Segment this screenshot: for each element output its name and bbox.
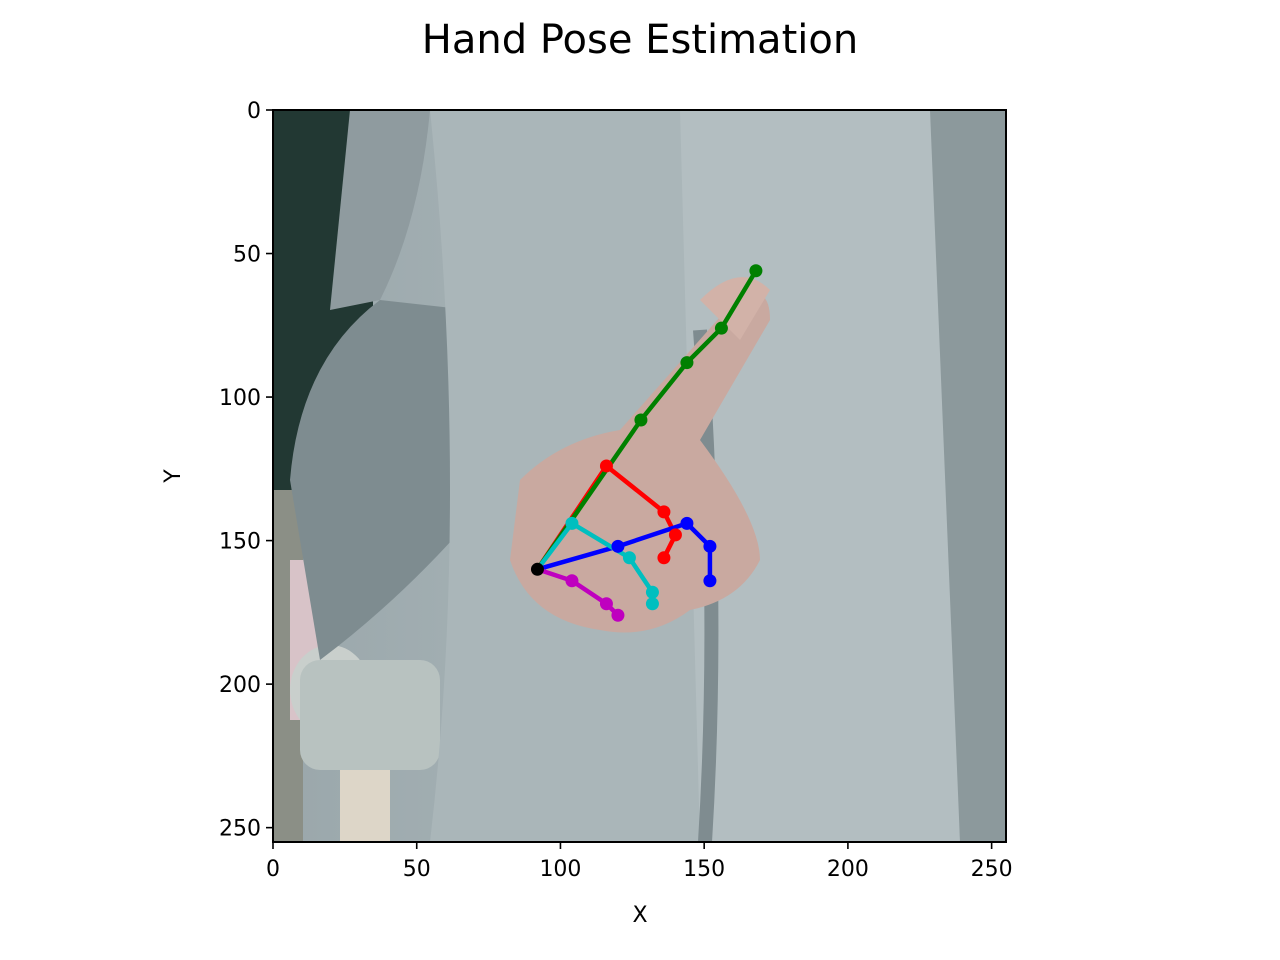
x-tick-label: 0: [266, 857, 280, 882]
keypoint-2: [680, 516, 694, 530]
keypoint-4: [565, 574, 579, 588]
keypoint-3: [565, 516, 579, 530]
keypoint-0: [657, 551, 671, 565]
keypoint-1: [749, 264, 763, 278]
y-tick-label: 50: [233, 243, 261, 268]
x-tick-label: 200: [827, 857, 869, 882]
keypoint-2: [611, 539, 625, 553]
y-tick-label: 250: [219, 817, 261, 842]
y-axis-label: Y: [161, 469, 186, 484]
keypoint-1: [714, 321, 728, 335]
plot-frame: [272, 109, 1007, 843]
y-tick-label: 0: [247, 99, 261, 124]
keypoint-0: [657, 505, 671, 519]
finger-line-4: [536, 567, 620, 617]
x-tick-label: 100: [539, 857, 581, 882]
x-tick-label: 250: [971, 857, 1013, 882]
wrist-keypoint: [530, 562, 544, 576]
keypoint-3: [645, 585, 659, 599]
y-tick-label: 100: [219, 386, 261, 411]
y-tick-label: 150: [219, 530, 261, 555]
x-tick-label: 50: [403, 857, 431, 882]
keypoint-3: [622, 551, 636, 565]
keypoint-4: [599, 597, 613, 611]
keypoint-0: [668, 528, 682, 542]
keypoint-1: [634, 413, 648, 427]
keypoint-1: [680, 356, 694, 370]
x-axis-label: X: [632, 903, 647, 928]
chart-title: Hand Pose Estimation: [422, 17, 858, 63]
hand-skeleton: [530, 264, 763, 622]
keypoint-2: [703, 574, 717, 588]
keypoint-0: [599, 459, 613, 473]
y-tick-label: 200: [219, 673, 261, 698]
background-image: [273, 110, 1006, 842]
x-tick-label: 150: [683, 857, 725, 882]
keypoint-3: [645, 597, 659, 611]
keypoint-4: [611, 608, 625, 622]
keypoint-2: [703, 539, 717, 553]
